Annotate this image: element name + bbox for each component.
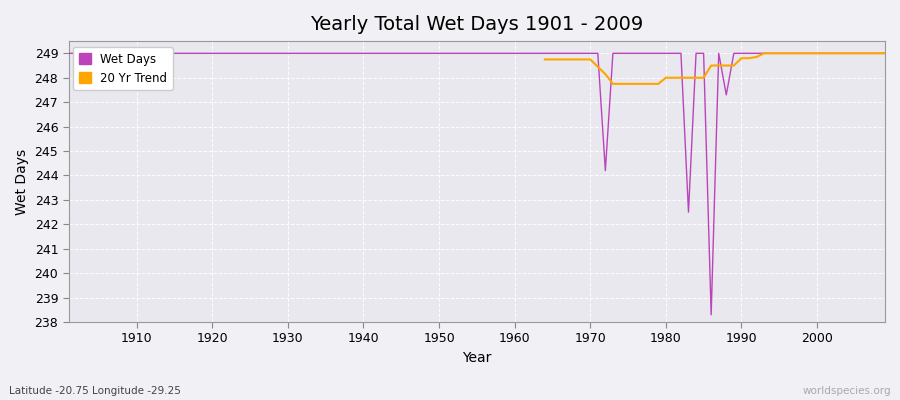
Title: Yearly Total Wet Days 1901 - 2009: Yearly Total Wet Days 1901 - 2009 [310,15,644,34]
Y-axis label: Wet Days: Wet Days [15,148,29,215]
X-axis label: Year: Year [463,351,491,365]
Text: Latitude -20.75 Longitude -29.25: Latitude -20.75 Longitude -29.25 [9,386,181,396]
Text: worldspecies.org: worldspecies.org [803,386,891,396]
Legend: Wet Days, 20 Yr Trend: Wet Days, 20 Yr Trend [73,47,173,90]
